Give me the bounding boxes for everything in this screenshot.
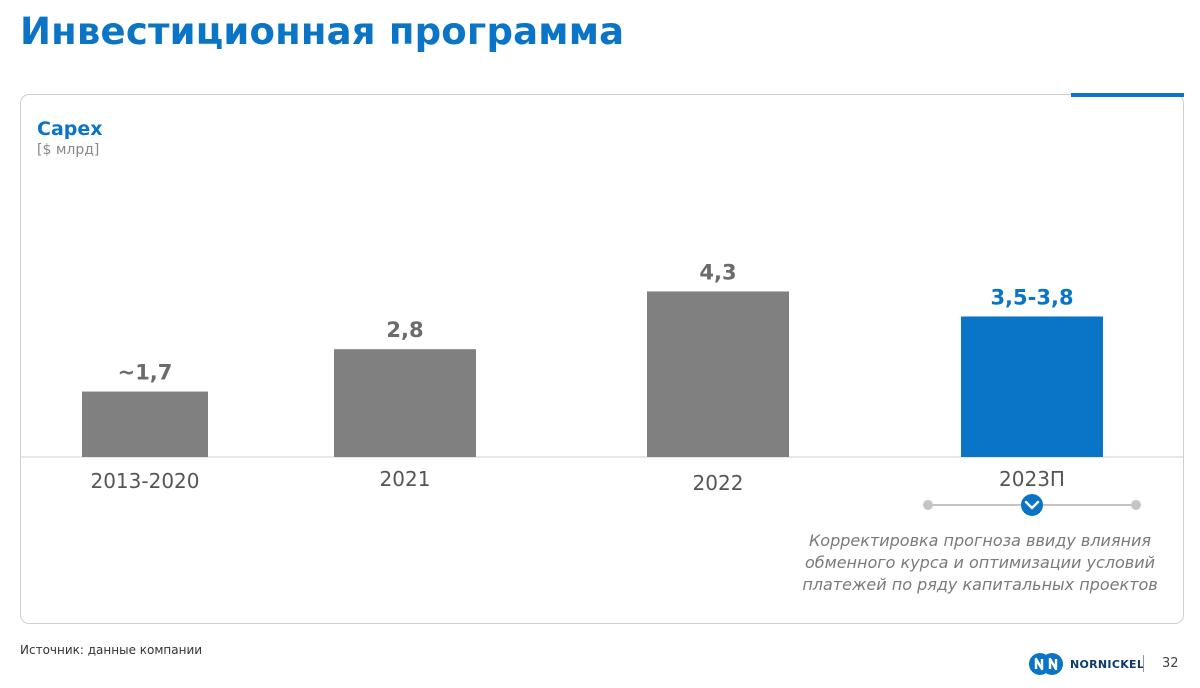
category-label: 2013-2020 (90, 469, 199, 493)
bar-2013-2020 (82, 391, 208, 457)
forecast-note-line: платежей по ряду капитальных проектов (802, 575, 1158, 594)
source-footnote: Источник: данные компании (20, 643, 203, 657)
brand-name: NORNICKEL (1070, 657, 1145, 671)
value-label: 2,8 (386, 318, 423, 342)
bar-2021 (334, 349, 476, 457)
chart-unit-label: [$ млрд] (37, 142, 100, 158)
category-label: 2022 (693, 471, 744, 495)
panel-accent-bar (1071, 93, 1184, 97)
footer-divider (1143, 655, 1144, 672)
forecast-note-line: Корректировка прогноза ввиду влияния (808, 531, 1152, 550)
forecast-note-line: обменного курса и оптимизации условий (804, 553, 1156, 572)
page-title: Инвестиционная программа (20, 10, 625, 53)
bar-2022 (647, 291, 789, 457)
nornickel-logo-icon (1029, 653, 1063, 675)
chart-title: Capex (37, 118, 103, 140)
brand-logo-block: NORNICKEL (1028, 651, 1144, 677)
chevron-circle (1021, 494, 1043, 516)
connector-dot (923, 500, 933, 510)
chevron-down-icon (1024, 500, 1040, 510)
category-label: 2021 (380, 467, 431, 491)
value-label: 4,3 (699, 260, 736, 284)
connector-dot (1131, 500, 1141, 510)
forecast-note: Корректировка прогноза ввиду влияния обм… (780, 530, 1180, 596)
category-label: 2023П (999, 467, 1065, 491)
bar-2023П (961, 316, 1103, 457)
value-label: ~1,7 (118, 361, 173, 385)
page-number: 32 (1162, 656, 1179, 671)
value-label: 3,5-3,8 (990, 285, 1073, 309)
